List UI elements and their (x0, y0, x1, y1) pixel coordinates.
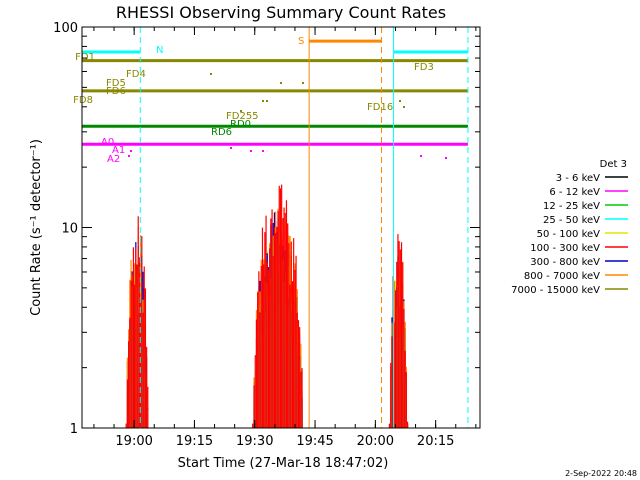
flag-label-fd8: FD8 (73, 95, 93, 106)
legend-entry-label: 6 - 12 keV (549, 187, 600, 198)
x-tick-label: 19:45 (296, 434, 333, 449)
flag-dot (302, 82, 304, 84)
flag-dot (403, 106, 405, 108)
flag-label-a1: A1 (112, 145, 125, 156)
flag-dot (240, 110, 242, 112)
flag-dot (399, 100, 401, 102)
flag-dot (128, 155, 130, 157)
footer-date: 2-Sep-2022 20:48 (565, 469, 637, 478)
flag-dot (130, 150, 132, 152)
flag-dot (445, 157, 447, 159)
x-tick-label: 19:30 (236, 434, 273, 449)
vertical-markers-layer (139, 27, 469, 428)
flag-dot (210, 73, 212, 75)
flag-dot (260, 60, 262, 62)
flag-label-fd6: FD6 (106, 86, 126, 97)
flag-label-rd6: RD6 (211, 127, 232, 138)
x-tick-label: 19:15 (176, 434, 213, 449)
flag-label-s: S (298, 36, 304, 47)
flag-label-rd0: RD0 (230, 119, 251, 130)
x-tick-label: 20:15 (417, 434, 454, 449)
flag-dot (262, 100, 264, 102)
legend-entry-label: 25 - 50 keV (543, 215, 600, 226)
legend-entry-label: 12 - 25 keV (543, 201, 600, 212)
y-tick-label: 100 (53, 21, 78, 36)
legend-entry-label: 50 - 100 keV (537, 229, 601, 240)
flag-dot (388, 60, 390, 62)
legend-title: Det 3 (600, 159, 627, 170)
flag-dot (420, 155, 422, 157)
legend-entry-label: 3 - 6 keV (556, 173, 600, 184)
axes-layer: 19:00 19:15 19:30 19:45 20:00 20:15 1 10 100 (53, 21, 480, 449)
x-tick-label: 20:00 (357, 434, 394, 449)
flag-dot (230, 147, 232, 149)
legend: Det 33 - 6 keV 6 - 12 keV 12 - 25 keV 25 - … (511, 159, 628, 296)
flag-label-a2: A2 (107, 154, 120, 165)
flag-label-fd1: FD1 (75, 52, 95, 63)
flag-label-fd5: FD5 (106, 78, 126, 89)
flag-dot (180, 90, 182, 92)
legend-entry-label: 100 - 300 keV (530, 243, 600, 254)
data-layer (125, 184, 409, 428)
flag-label-fd3: FD3 (414, 62, 434, 73)
flag-label-fd16: FD16 (367, 102, 393, 113)
flag-label-fd255: FD255 (226, 111, 259, 122)
x-tick-label: 19:00 (115, 434, 152, 449)
chart-title: RHESSI Observing Summary Count Rates (116, 3, 446, 22)
y-tick-label: 1 (70, 422, 78, 437)
flag-dot (262, 150, 264, 152)
legend-entry-label: 300 - 800 keV (530, 257, 600, 268)
legend-entry-label: 7000 - 15000 keV (511, 285, 600, 296)
flag-dot (280, 82, 282, 84)
x-axis-label: Start Time (27-Mar-18 18:47:02) (178, 456, 389, 471)
flag-label-fd4: FD4 (126, 69, 146, 80)
flag-dot (150, 60, 152, 62)
y-tick-label: 10 (61, 222, 78, 237)
flag-label-a0: A0 (101, 137, 114, 148)
legend-entry-label: 800 - 7000 keV (524, 271, 600, 282)
y-axis-label: Count Rate (s⁻¹ detector⁻¹) (29, 139, 44, 316)
flag-dot (250, 150, 252, 152)
flag-dot (240, 90, 242, 92)
flag-dot (402, 60, 404, 62)
flag-label-n: N (156, 45, 163, 56)
flag-dot (266, 100, 268, 102)
